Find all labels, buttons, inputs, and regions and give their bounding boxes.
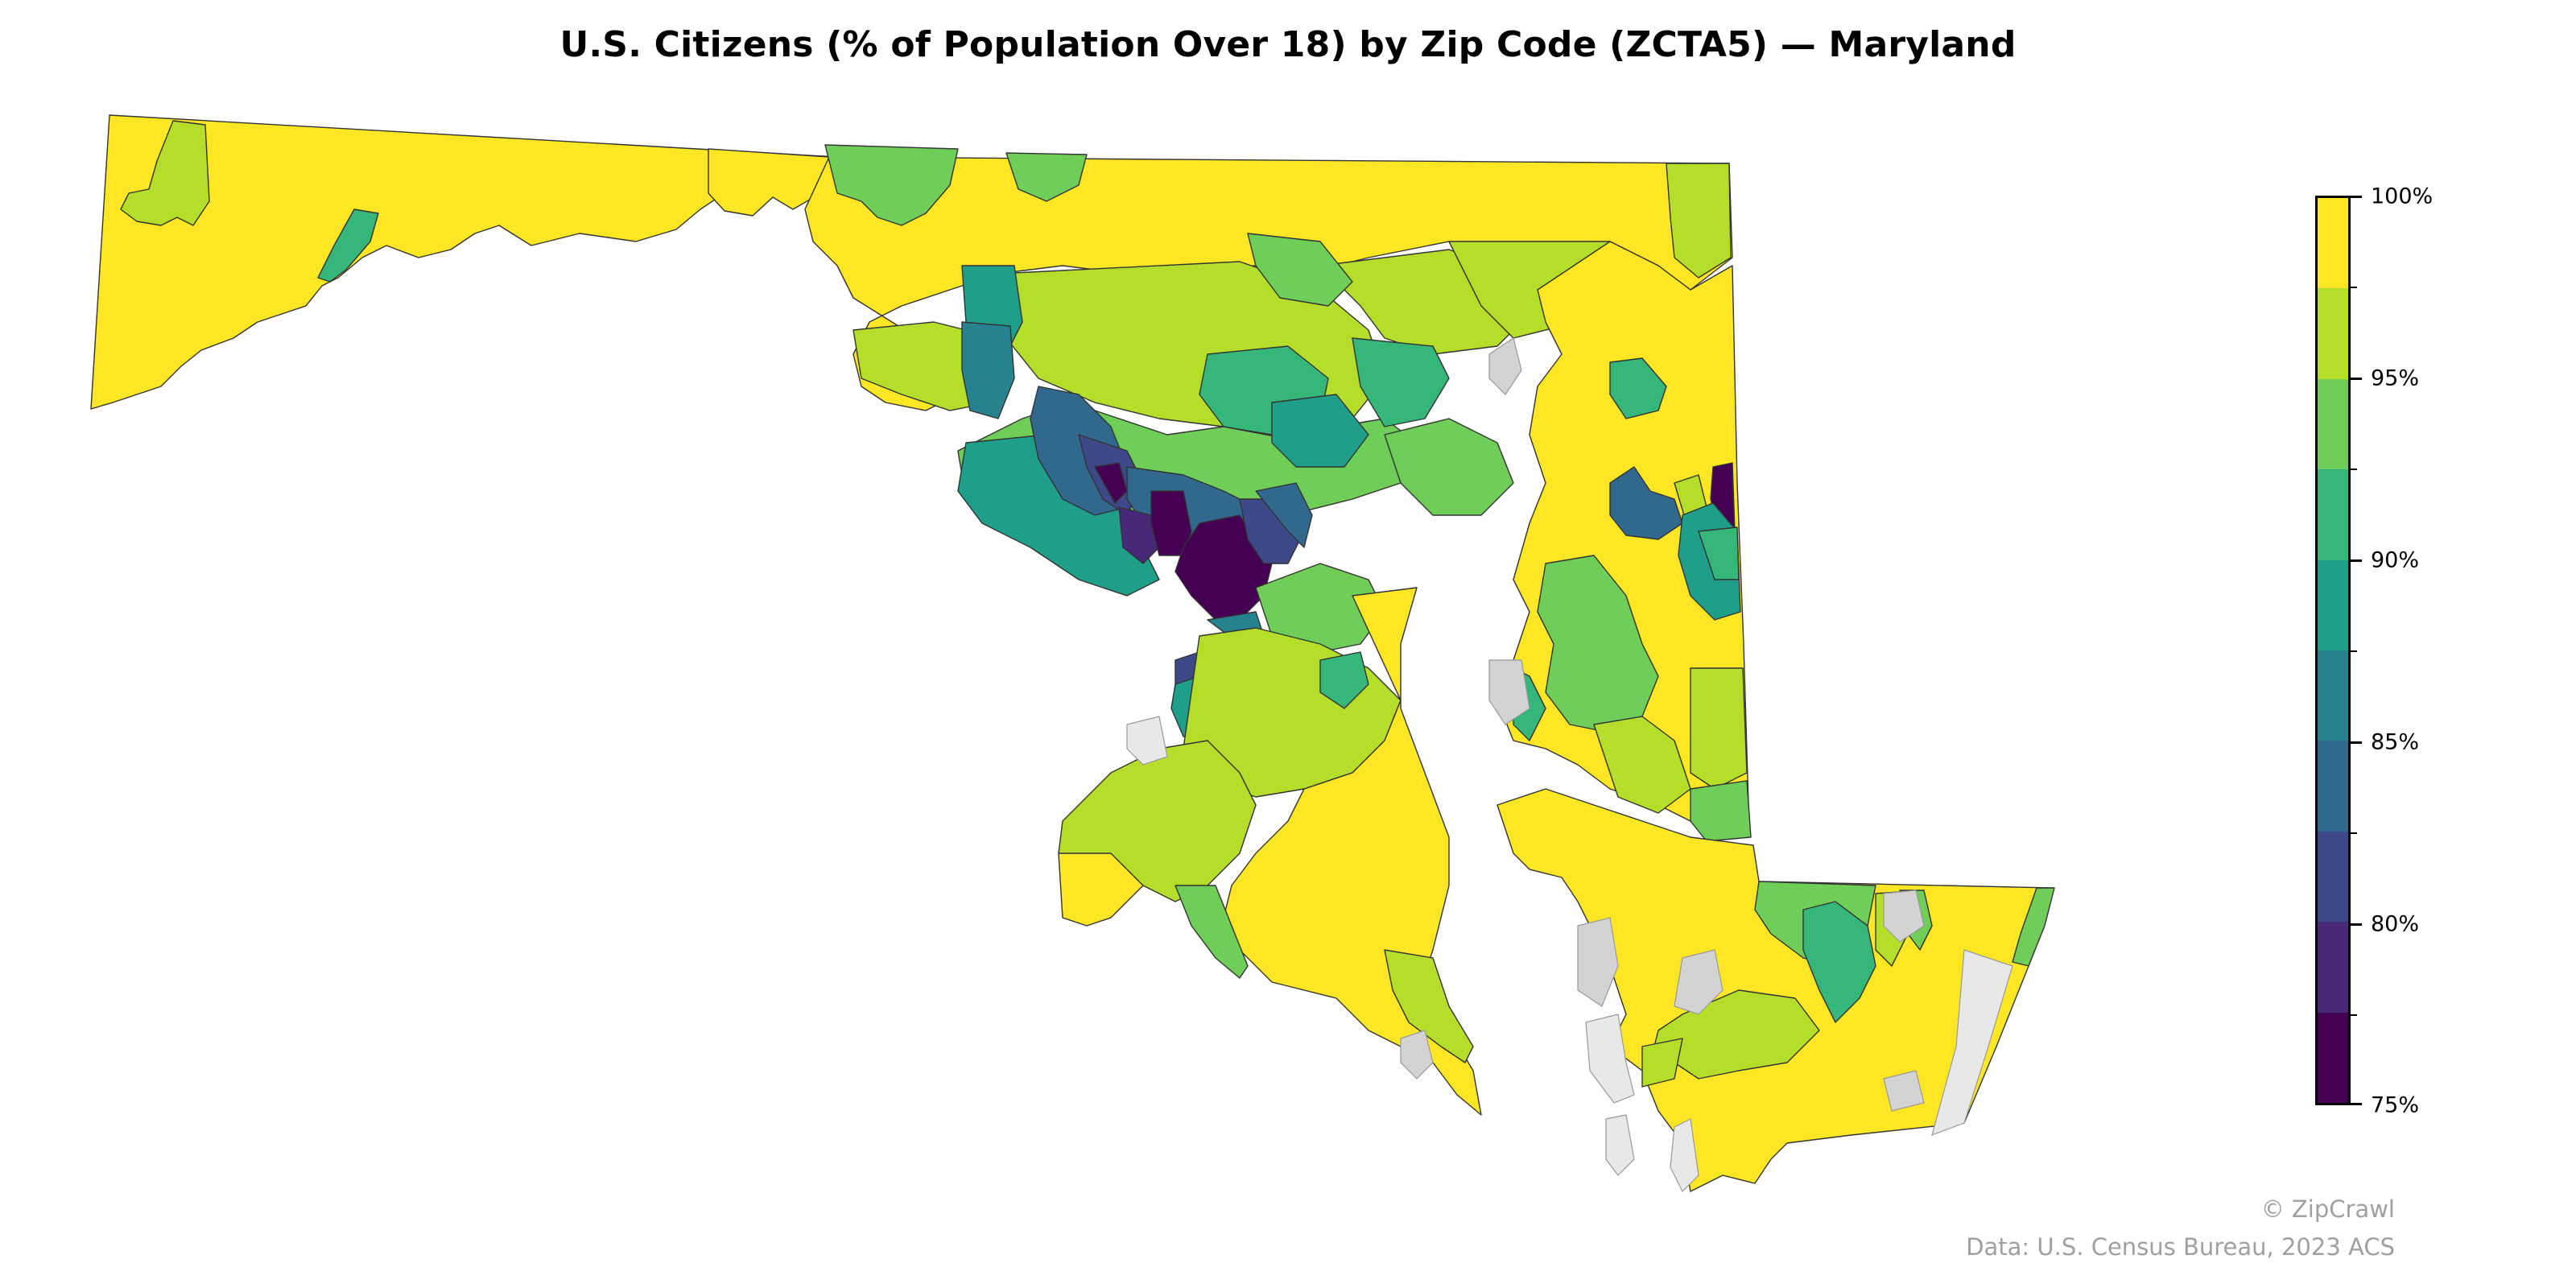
- colorbar-bin-77-80: [2318, 922, 2348, 1013]
- colorbar-bin-75-77: [2318, 1012, 2348, 1104]
- colorbar-minor-tick: [2351, 832, 2357, 834]
- colorbar-bin-95-97: [2318, 288, 2348, 379]
- colorbar-tick: [2351, 196, 2362, 198]
- zip-region[interactable]: [824, 144, 959, 226]
- zip-region[interactable]: [1609, 357, 1667, 419]
- zip-region[interactable]: [1174, 885, 1249, 979]
- copyright-credit: © ZipCrawl: [2260, 1195, 2395, 1223]
- zip-region[interactable]: [1005, 152, 1088, 202]
- zip-region[interactable]: [1271, 394, 1369, 468]
- no-data-region: [1931, 949, 2013, 1136]
- zip-region[interactable]: [1698, 526, 1740, 580]
- zip-region[interactable]: [1058, 852, 1144, 927]
- colorbar-tick: [2351, 1103, 2362, 1105]
- no-data-region: [1883, 890, 1925, 943]
- no-data-region: [1488, 337, 1522, 395]
- data-source-credit: Data: U.S. Census Bureau, 2023 ACS: [1966, 1233, 2395, 1261]
- colorbar-label: 75%: [2371, 1092, 2420, 1118]
- colorbar-minor-tick: [2351, 650, 2357, 652]
- zip-region[interactable]: [1690, 780, 1752, 842]
- zip-region[interactable]: [1352, 337, 1450, 427]
- colorbar-bin-90-92: [2318, 469, 2348, 560]
- colorbar-bin-80-82: [2318, 831, 2348, 923]
- zip-region[interactable]: [1802, 901, 1876, 1023]
- colorbar: [2315, 196, 2351, 1105]
- colorbar-tick: [2351, 741, 2362, 744]
- zip-region[interactable]: [1641, 1038, 1683, 1088]
- zip-region[interactable]: [1666, 163, 1732, 279]
- no-data-region: [1126, 716, 1168, 766]
- colorbar-bin-97-100: [2318, 198, 2348, 289]
- colorbar-label: 85%: [2371, 729, 2420, 755]
- no-data-region: [1488, 659, 1530, 725]
- no-data-region: [1577, 917, 1619, 1007]
- colorbar-minor-tick: [2351, 469, 2357, 470]
- zip-region[interactable]: [1118, 506, 1160, 564]
- colorbar-label: 95%: [2371, 365, 2420, 391]
- colorbar-minor-tick: [2351, 1014, 2357, 1016]
- zip-region[interactable]: [1247, 233, 1353, 307]
- colorbar-minor-tick: [2351, 287, 2357, 288]
- colorbar-tick: [2351, 378, 2362, 380]
- zip-region[interactable]: [1384, 949, 1474, 1063]
- colorbar-bin-92-95: [2318, 378, 2348, 470]
- colorbar-bin-87-90: [2318, 559, 2348, 651]
- zip-region[interactable]: [90, 114, 838, 410]
- colorbar-label: 100%: [2371, 184, 2434, 209]
- no-data-region: [1670, 1118, 1699, 1193]
- colorbar-tick: [2351, 559, 2362, 562]
- no-data-region: [1400, 1030, 1434, 1080]
- chart-title: U.S. Citizens (% of Population Over 18) …: [559, 24, 2017, 65]
- zip-region[interactable]: [1255, 482, 1313, 548]
- zip-region[interactable]: [317, 208, 379, 283]
- colorbar-tick: [2351, 923, 2362, 926]
- zip-region[interactable]: [1319, 651, 1369, 709]
- colorbar-label: 90%: [2371, 547, 2420, 573]
- no-data-region: [1605, 1114, 1635, 1176]
- no-data-region: [1585, 1013, 1635, 1104]
- colorbar-label: 80%: [2371, 911, 2420, 937]
- colorbar-bin-85-87: [2318, 650, 2348, 741]
- zip-region[interactable]: [961, 321, 1015, 419]
- zip-region[interactable]: [120, 120, 210, 226]
- zip-region[interactable]: [2012, 887, 2055, 967]
- zip-region[interactable]: [1690, 667, 1748, 790]
- no-data-region: [1674, 949, 1724, 1015]
- zip-region[interactable]: [1384, 418, 1514, 516]
- colorbar-bin-82-85: [2318, 741, 2348, 832]
- no-data-region: [1883, 1070, 1925, 1112]
